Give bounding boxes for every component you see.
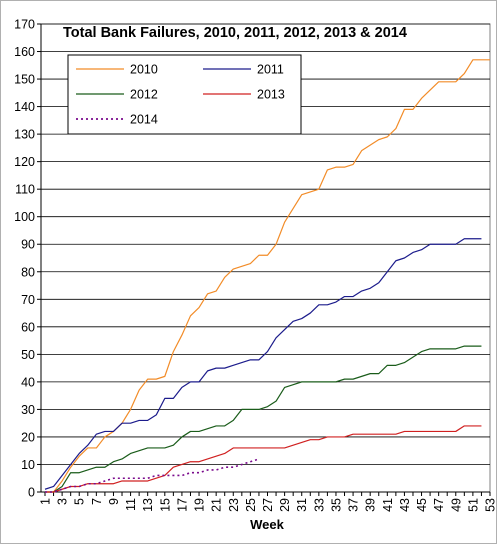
x-axis-label: Week	[250, 517, 284, 532]
y-tick-label: 160	[14, 45, 35, 59]
x-tick-label: 27	[261, 498, 275, 512]
series-line-2011	[44, 238, 482, 490]
y-tick-label: 90	[21, 238, 35, 252]
series-line-2012	[45, 345, 482, 493]
y-tick-label: 110	[15, 183, 35, 197]
x-tick-label: 35	[329, 498, 343, 512]
x-tick-label: 29	[278, 498, 292, 512]
y-tick-label: 10	[21, 458, 35, 472]
series-lines	[44, 59, 490, 493]
legend-label-2014: 2014	[130, 113, 158, 127]
x-tick-label: 5	[73, 498, 87, 505]
x-tick-label: 3	[56, 498, 70, 505]
x-tick-label: 53	[484, 498, 497, 512]
axes: 0 10 20 30 40 50 60 70 80 90 100 110 120 130 140 150 160…	[14, 18, 497, 512]
x-tick-label: 51	[466, 498, 480, 512]
x-tick-label: 31	[295, 498, 309, 512]
y-tick-label: 140	[14, 100, 35, 114]
legend: 2010 2011 2012 2013 2014	[67, 54, 302, 135]
y-tick-label: 60	[21, 320, 35, 334]
y-tick-label: 100	[14, 210, 35, 224]
x-tick-label: 33	[312, 498, 326, 512]
x-tick-label: 41	[381, 498, 395, 512]
legend-label-2012: 2012	[130, 88, 158, 102]
y-tick-label: 170	[14, 18, 35, 32]
y-tick-label: 20	[21, 430, 35, 444]
y-tick-label: 0	[28, 486, 35, 500]
x-tick-label: 21	[210, 498, 224, 512]
x-tick-label: 49	[449, 498, 463, 512]
y-tick-label: 70	[21, 293, 35, 307]
x-tick-label: 13	[141, 498, 155, 512]
series-line-2014	[45, 458, 260, 493]
x-tick-label: 37	[347, 498, 361, 512]
y-tick-label: 80	[21, 265, 35, 279]
y-tick-label: 130	[14, 128, 35, 142]
y-tick-label: 50	[21, 348, 35, 362]
legend-label-2013: 2013	[257, 88, 285, 102]
x-tick-label: 25	[244, 498, 258, 512]
y-tick-label: 30	[21, 403, 35, 417]
x-tick-label: 23	[227, 498, 241, 512]
x-tick-label: 45	[415, 498, 429, 512]
x-tick-label: 7	[90, 498, 104, 505]
x-tick-label: 1	[39, 498, 53, 505]
x-tick-label: 9	[107, 498, 121, 505]
x-tick-label: 15	[158, 498, 172, 512]
x-tick-label: 19	[193, 498, 207, 512]
chart-title: Total Bank Failures, 2010, 2011, 2012, 2…	[63, 25, 407, 41]
series-line-2013	[45, 425, 482, 493]
y-tick-label: 40	[21, 375, 35, 389]
x-tick-label: 43	[398, 498, 412, 512]
y-tick-label: 150	[14, 73, 35, 87]
x-tick-label: 11	[124, 498, 138, 511]
x-tick-label: 39	[364, 498, 378, 512]
legend-label-2010: 2010	[130, 63, 158, 77]
x-tick-label: 17	[175, 498, 189, 512]
legend-label-2011: 2011	[257, 63, 284, 77]
x-tick-label: 47	[432, 498, 446, 512]
y-tick-label: 120	[14, 155, 35, 169]
